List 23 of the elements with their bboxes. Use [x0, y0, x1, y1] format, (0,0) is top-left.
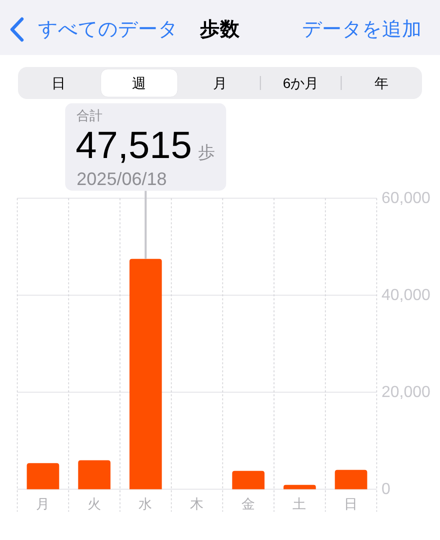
- segment-label: 6か月: [282, 75, 319, 91]
- unit-label: 歩: [198, 143, 215, 162]
- segment-label: 年: [374, 75, 389, 91]
- segment-label: 週: [132, 75, 146, 91]
- back-label: すべてのデータ: [38, 18, 178, 40]
- x-tick-label: 月: [36, 496, 50, 512]
- x-tick-label: 水: [138, 496, 153, 512]
- add-data-label: データを追加: [302, 18, 422, 40]
- y-tick-label: 60,000: [382, 190, 430, 207]
- y-tick-label: 20,000: [382, 384, 430, 401]
- x-tick-label: 日: [344, 496, 358, 512]
- segment-label: 月: [213, 75, 227, 91]
- x-tick-label: 土: [292, 496, 307, 512]
- title: 歩数: [200, 18, 240, 40]
- y-tick-label: 0: [382, 480, 390, 498]
- tooltip-label: 合計: [76, 108, 103, 123]
- value-label: 47,515: [76, 125, 192, 167]
- y-tick-label: 40,000: [382, 286, 430, 304]
- x-tick-label: 火: [87, 496, 102, 512]
- x-tick-label: 木: [190, 496, 204, 512]
- date-label: 2025/06/18: [76, 169, 167, 189]
- x-tick-label: 金: [241, 496, 256, 512]
- segment-label: 日: [51, 75, 66, 91]
